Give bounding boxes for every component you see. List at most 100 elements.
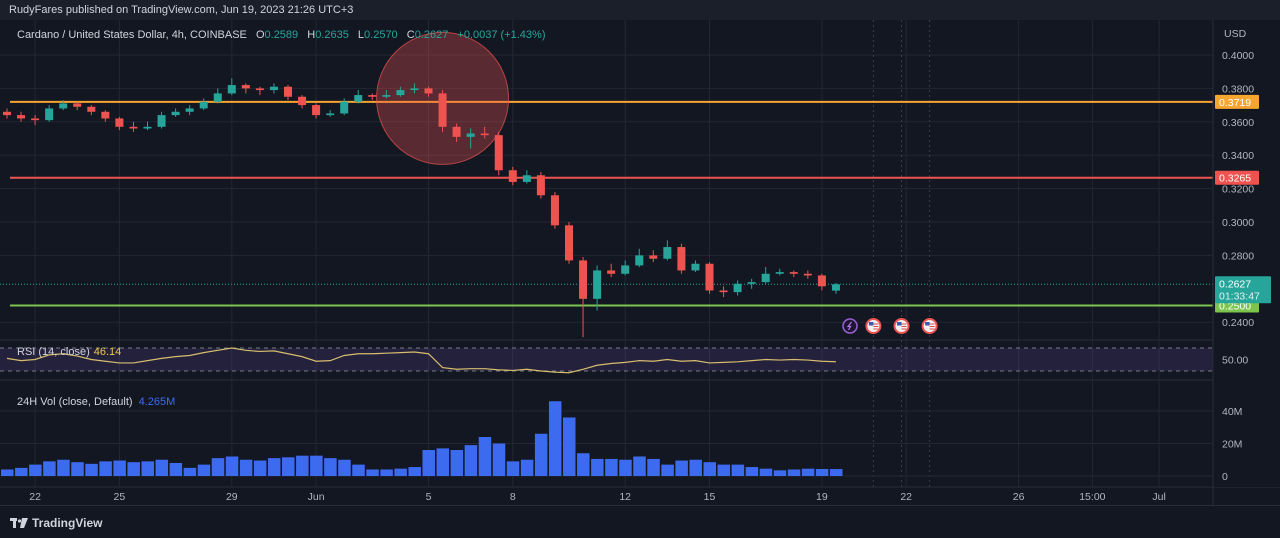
candle-up — [831, 284, 840, 291]
candle-down — [368, 95, 377, 97]
price-level-badge — [1215, 94, 1259, 109]
pane-separators — [0, 339, 1280, 488]
price-tick-label: 0.3200 — [1222, 184, 1254, 196]
volume-label: 24H Vol (close, Default) — [17, 396, 133, 408]
candle-up — [761, 273, 770, 283]
lightning-glyph — [846, 321, 852, 331]
candle-down — [789, 272, 798, 274]
brand-name: TradingView — [32, 516, 103, 530]
volume-tick-label: 20M — [1222, 439, 1242, 451]
volume-bar — [464, 445, 478, 476]
volume-bar — [548, 401, 562, 476]
rsi-pane — [0, 347, 1213, 374]
candle-down — [579, 260, 588, 299]
candle-up — [199, 101, 208, 109]
us-flag-canton — [925, 322, 930, 326]
candle-up — [185, 108, 194, 112]
candle-down — [565, 225, 573, 261]
volume-bar — [759, 468, 773, 476]
candle-down — [73, 103, 82, 107]
volume-bar — [506, 461, 520, 476]
volume-bar — [591, 458, 604, 476]
volume-bar — [675, 460, 688, 476]
time-axis[interactable]: 22 25 29 Jun 5 8 12 15 19 22 26 15:00 Jul — [29, 491, 1166, 503]
candle-down — [649, 255, 658, 259]
candle-down — [452, 126, 461, 137]
volume-bar — [57, 459, 70, 476]
candle-down — [241, 85, 250, 89]
low-label: L — [357, 29, 365, 41]
price-level-label: 0.3265 — [1219, 173, 1251, 185]
candle-down — [312, 105, 321, 116]
change-value: +0.0037 (+1.43%) — [457, 29, 546, 41]
candle-up — [733, 283, 742, 293]
volume-bar — [408, 467, 421, 476]
volume-bar — [605, 458, 618, 476]
volume-bar — [338, 459, 351, 476]
volume-bar — [197, 464, 211, 476]
price-tick-label: 0.4000 — [1222, 50, 1254, 62]
time-tick-label: 15:00 — [1079, 491, 1105, 503]
time-tick-label: 22 — [900, 491, 912, 503]
candle-up — [227, 85, 236, 94]
close-value: 0.2627 — [414, 29, 449, 41]
candle-up — [747, 282, 756, 284]
volume-bar — [183, 467, 197, 476]
price-axis[interactable]: USD 0.4000 0.3800 0.3600 0.3400 0.3200 0.3000 0… — [1212, 20, 1280, 505]
volume-bar — [745, 467, 759, 476]
time-tick-label: Jul — [1152, 491, 1165, 503]
symbol-title[interactable]: Cardano / United States Dollar, 4h, COIN… — [17, 29, 247, 41]
candle-down — [494, 135, 503, 171]
volume-bar — [731, 464, 745, 476]
event-markers[interactable] — [842, 318, 938, 334]
price-tick-label: 0.3600 — [1222, 117, 1254, 129]
volume-bar — [633, 456, 646, 476]
open-label: O — [255, 29, 265, 41]
volume-legend[interactable]: 24H Vol (close, Default) 4.265M — [17, 396, 175, 408]
price-tick-label: 0.2400 — [1222, 317, 1254, 329]
volume-bar — [703, 462, 716, 476]
candle-down — [424, 88, 433, 94]
volume-value: 4.265M — [138, 396, 176, 408]
volume-bar — [29, 464, 42, 476]
horizontal-lines[interactable] — [0, 100, 1213, 307]
symbol-legend: Cardano / United States Dollar, 4h, COIN… — [17, 29, 546, 41]
rsi-line — [6, 347, 836, 374]
candle-up — [45, 108, 54, 121]
high-value: 0.2635 — [315, 29, 349, 41]
volume-bar — [352, 464, 365, 476]
volume-bar — [520, 459, 534, 476]
volume-bar — [787, 469, 801, 476]
tradingview-logo-icon — [10, 517, 28, 528]
time-tick-label: 22 — [29, 491, 41, 503]
candle-up — [621, 265, 630, 274]
volume-bar — [661, 464, 674, 476]
rsi-legend[interactable]: RSI (14, close) 46.14 — [17, 346, 121, 358]
candle-down — [298, 96, 307, 106]
volume-bar — [211, 458, 225, 476]
volume-bar — [310, 455, 323, 476]
volume-bar — [253, 460, 267, 476]
candle-up — [59, 103, 68, 109]
volume-tick-label: 0 — [1222, 471, 1228, 483]
price-tick-label: 0.3800 — [1222, 83, 1254, 95]
candle-up — [593, 270, 602, 299]
volume-tick-label: 40M — [1222, 406, 1242, 418]
volume-bar — [450, 450, 464, 476]
rsi-band — [0, 348, 1213, 371]
candle-up — [522, 175, 531, 182]
candle-down — [536, 175, 545, 196]
volume-bar — [296, 455, 309, 476]
footer: TradingView — [0, 505, 1280, 538]
candle-up — [466, 133, 475, 137]
volume-bar — [380, 469, 393, 476]
volume-pane — [1, 401, 843, 476]
last-price-badge — [1215, 276, 1271, 304]
rsi-value: 46.14 — [93, 346, 122, 358]
tradingview-logo[interactable]: TradingView — [10, 516, 102, 530]
candle-up — [213, 93, 222, 102]
volume-bar — [619, 459, 632, 476]
time-tick-label: Jun — [308, 491, 325, 503]
volume-bar — [324, 458, 337, 476]
